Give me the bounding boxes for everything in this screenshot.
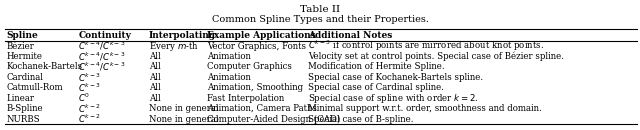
Text: All: All (148, 62, 161, 71)
Text: All: All (148, 52, 161, 61)
Text: $C^{0}$: $C^{0}$ (79, 92, 91, 104)
Text: Special case of Kochanek-Bartels spline.: Special case of Kochanek-Bartels spline. (308, 73, 483, 82)
Text: All: All (148, 73, 161, 82)
Text: Vector Graphics, Fonts: Vector Graphics, Fonts (207, 42, 306, 51)
Text: All: All (148, 83, 161, 92)
Text: Computer Graphics: Computer Graphics (207, 62, 292, 71)
Text: None in general: None in general (148, 104, 218, 113)
Text: Special case of spline with order $k = 2$.: Special case of spline with order $k = 2… (308, 92, 479, 105)
Text: Cardinal: Cardinal (6, 73, 44, 82)
Text: Continuity: Continuity (79, 31, 131, 40)
Text: Animation, Camera Paths: Animation, Camera Paths (207, 104, 317, 113)
Text: Velocity set at control points. Special case of Bézier spline.: Velocity set at control points. Special … (308, 52, 564, 61)
Text: $C^{k-3}$: $C^{k-3}$ (79, 82, 101, 94)
Text: B-Spline: B-Spline (6, 104, 43, 113)
Text: Linear: Linear (6, 94, 35, 103)
Text: Table II: Table II (300, 5, 340, 14)
Text: Interpolating: Interpolating (148, 31, 216, 40)
Text: $C^{k-2}$: $C^{k-2}$ (79, 113, 101, 125)
Text: Spline: Spline (6, 31, 38, 40)
Text: Example Applications: Example Applications (207, 31, 316, 40)
Text: $C^{k-2}$: $C^{k-2}$ (79, 102, 101, 115)
Text: $C^{k-3}$ if control points are mirrored about knot points.: $C^{k-3}$ if control points are mirrored… (308, 39, 544, 53)
Text: All: All (148, 94, 161, 103)
Text: Kochanek-Bartels: Kochanek-Bartels (6, 62, 83, 71)
Text: Fast Interpolation: Fast Interpolation (207, 94, 284, 103)
Text: $C^{k-4}/C^{k-3}$: $C^{k-4}/C^{k-3}$ (79, 50, 126, 63)
Text: Bézier: Bézier (6, 42, 35, 51)
Text: None in general: None in general (148, 115, 218, 124)
Text: Animation, Smoothing: Animation, Smoothing (207, 83, 303, 92)
Text: Special case of Cardinal spline.: Special case of Cardinal spline. (308, 83, 444, 92)
Text: Animation: Animation (207, 52, 251, 61)
Text: $C^{k-4}/C^{k-3}$: $C^{k-4}/C^{k-3}$ (79, 40, 126, 52)
Text: Animation: Animation (207, 73, 251, 82)
Text: Special case of B-spline.: Special case of B-spline. (308, 115, 413, 124)
Text: Common Spline Types and their Properties.: Common Spline Types and their Properties… (211, 15, 429, 24)
Text: $C^{k-4}/C^{k-3}$: $C^{k-4}/C^{k-3}$ (79, 61, 126, 73)
Text: Every $m$-th: Every $m$-th (148, 40, 198, 53)
Text: Catmull-Rom: Catmull-Rom (6, 83, 63, 92)
Text: $C^{k-3}$: $C^{k-3}$ (79, 71, 101, 84)
Text: Minimal support w.r.t. order, smoothness and domain.: Minimal support w.r.t. order, smoothness… (308, 104, 541, 113)
Text: Computer-Aided Design (CAD): Computer-Aided Design (CAD) (207, 115, 340, 124)
Text: Modification of Hermite Spline.: Modification of Hermite Spline. (308, 62, 445, 71)
Text: NURBS: NURBS (6, 115, 40, 124)
Text: Hermite: Hermite (6, 52, 42, 61)
Text: Additional Notes: Additional Notes (308, 31, 392, 40)
